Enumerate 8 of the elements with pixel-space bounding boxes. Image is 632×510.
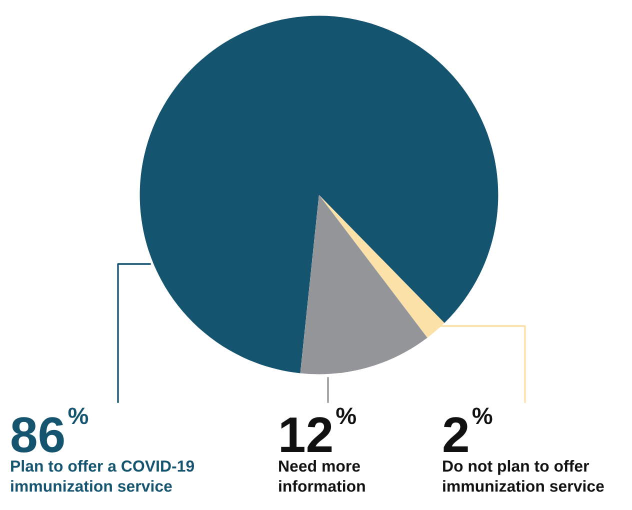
data-label: 2%	[444, 408, 492, 452]
data-label: 86%	[12, 408, 88, 452]
pie-slice	[300, 195, 428, 374]
slice-label: Do not plan to offer immunization service	[443, 460, 604, 492]
data-label: 12%	[281, 408, 356, 452]
slice-label: Need more information	[279, 460, 365, 492]
pie-slice	[140, 16, 498, 374]
slice-label: Plan to offer a COVID-19 immunization service	[11, 460, 194, 492]
